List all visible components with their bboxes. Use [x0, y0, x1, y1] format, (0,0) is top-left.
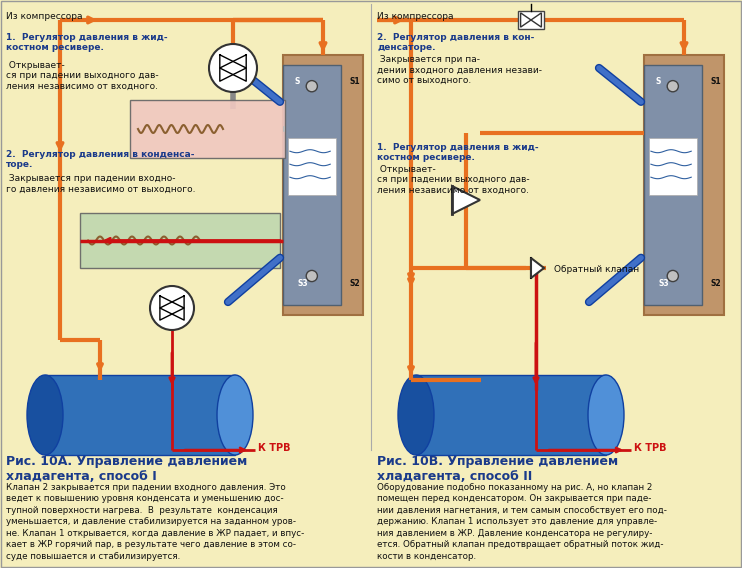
Ellipse shape	[217, 375, 253, 455]
Circle shape	[306, 270, 318, 282]
Text: Закрывается при па-
дении входного давления незави-
симо от выходного.: Закрывается при па- дении входного давле…	[377, 55, 542, 85]
Text: Клапан 2 закрывается при падении входного давления. Это
ведет к повышению уровня: Клапан 2 закрывается при падении входног…	[6, 483, 304, 561]
Text: S2: S2	[349, 279, 360, 289]
Bar	[416, 375, 606, 455]
Text: S1: S1	[711, 77, 721, 86]
Circle shape	[667, 270, 678, 282]
Bar	[644, 65, 702, 304]
Circle shape	[306, 81, 318, 92]
Text: S2: S2	[711, 279, 721, 289]
Text: Рис. 10В. Управление давлением
хладагента, способ II: Рис. 10В. Управление давлением хладагент…	[377, 455, 618, 483]
Text: Обратный клапан: Обратный клапан	[554, 265, 640, 274]
Bar	[80, 213, 280, 268]
Text: Закрывается при падении входно-
го давления независимо от выходного.: Закрывается при падении входно- го давле…	[6, 174, 195, 193]
Text: S: S	[295, 77, 300, 86]
Text: 1.  Регулятор давления в жид-
костном ресивере.: 1. Регулятор давления в жид- костном рес…	[6, 33, 168, 52]
Text: S3: S3	[659, 279, 669, 289]
Bar	[283, 65, 341, 304]
Bar	[288, 138, 336, 195]
Bar	[518, 11, 544, 29]
Polygon shape	[531, 258, 544, 278]
Circle shape	[667, 81, 678, 92]
Text: К ТРВ: К ТРВ	[258, 443, 291, 453]
Ellipse shape	[588, 375, 624, 455]
Polygon shape	[452, 186, 480, 214]
Bar	[644, 55, 724, 315]
Bar	[283, 55, 363, 315]
Text: 2.  Регулятор давления в конденса-
торе.: 2. Регулятор давления в конденса- торе.	[6, 150, 194, 169]
Text: 2.  Регулятор давления в кон-
денсаторе.: 2. Регулятор давления в кон- денсаторе.	[377, 33, 534, 52]
Text: К ТРВ: К ТРВ	[634, 443, 666, 453]
Text: Открывает-
ся при падении выходного дав-
ления независимо от входного.: Открывает- ся при падении выходного дав-…	[6, 61, 159, 91]
Circle shape	[209, 44, 257, 92]
Text: Из компрессора: Из компрессора	[377, 12, 453, 21]
Bar	[649, 138, 697, 195]
Text: S3: S3	[298, 279, 309, 289]
Text: Из компрессора: Из компрессора	[6, 12, 82, 21]
Polygon shape	[521, 13, 531, 27]
Text: 1.  Регулятор давления в жид-
костном ресивере.: 1. Регулятор давления в жид- костном рес…	[377, 143, 539, 162]
Ellipse shape	[27, 375, 63, 455]
Ellipse shape	[398, 375, 434, 455]
Circle shape	[150, 286, 194, 330]
Text: Рис. 10А. Управление давлением
хладагента, способ I: Рис. 10А. Управление давлением хладагент…	[6, 455, 247, 483]
Bar	[130, 100, 285, 158]
Text: Оборудование подобно показанному на рис. А, но клапан 2
помещен перед конденсато: Оборудование подобно показанному на рис.…	[377, 483, 667, 561]
Text: S1: S1	[349, 77, 360, 86]
Text: Открывает-
ся при падении выходного дав-
ления независимо от входного.: Открывает- ся при падении выходного дав-…	[377, 165, 530, 195]
Text: S: S	[656, 77, 661, 86]
Bar	[45, 375, 235, 455]
Polygon shape	[531, 13, 542, 27]
